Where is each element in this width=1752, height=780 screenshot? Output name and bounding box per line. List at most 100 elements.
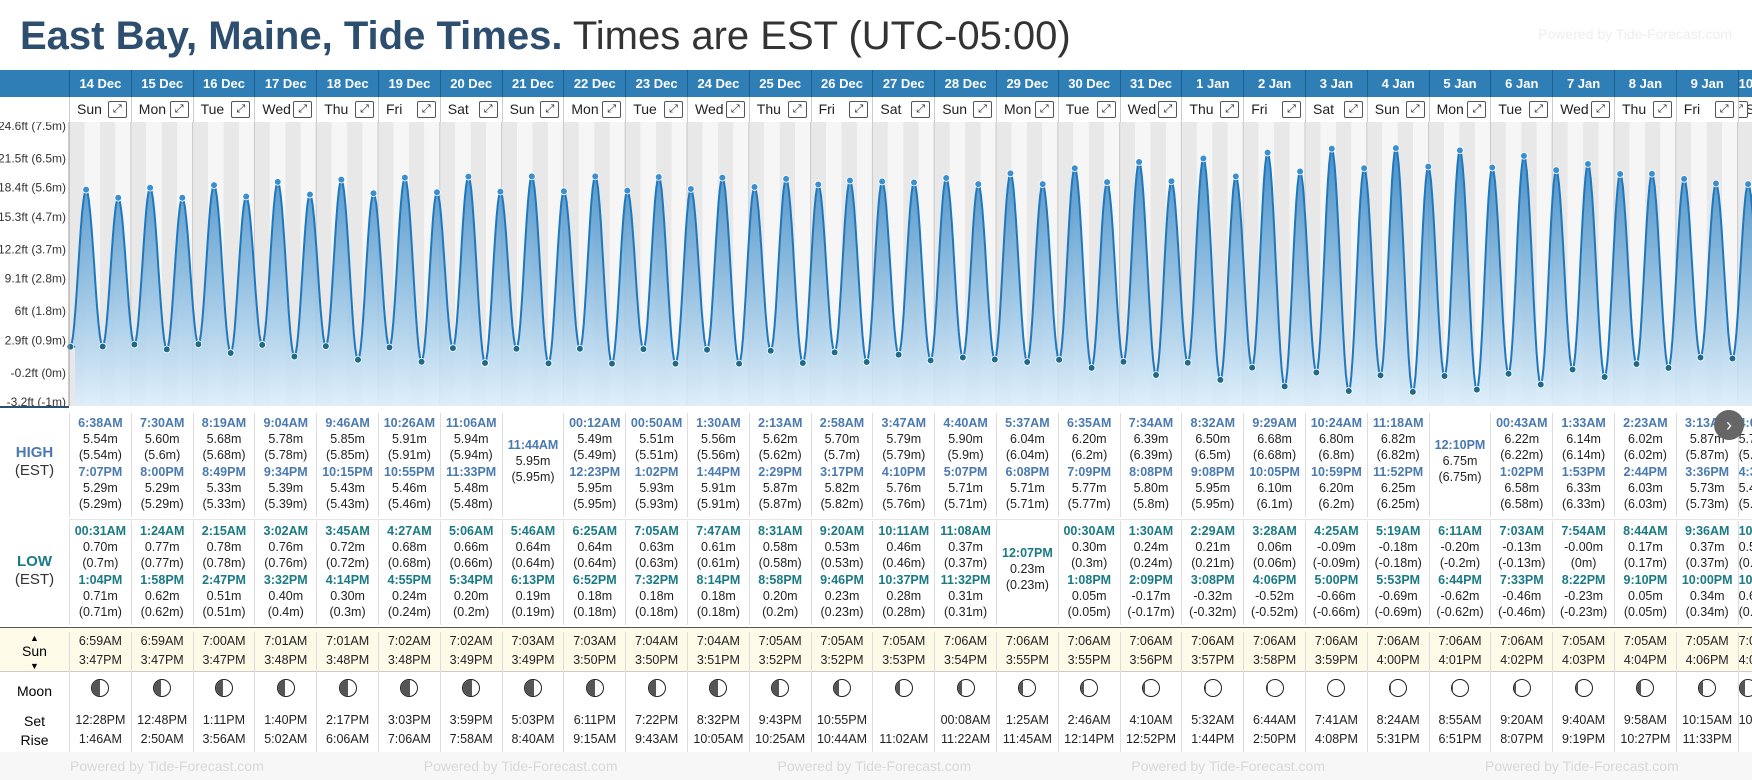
high-tide-point[interactable] [528,172,536,181]
expand-icon[interactable]: ⤢ [293,101,313,118]
high-tide-point[interactable] [782,175,790,183]
low-tide-point[interactable] [1600,373,1609,381]
expand-icon[interactable]: ⤢ [602,101,622,118]
expand-icon[interactable]: ⤢ [1467,101,1487,118]
low-tide-point[interactable] [1664,364,1673,372]
high-tide-point[interactable] [1648,169,1656,178]
low-tide-point[interactable] [481,359,489,367]
expand-icon[interactable]: ⤢ [1405,101,1425,118]
high-tide-point[interactable] [1520,152,1528,160]
high-tide-point[interactable] [1199,154,1208,163]
low-tide-point[interactable] [1504,369,1513,378]
high-tide-point[interactable] [1038,180,1047,188]
low-tide-point[interactable] [1440,372,1449,380]
low-tide-point[interactable] [798,359,807,367]
expand-icon[interactable]: ⤢ [911,101,931,118]
expand-icon[interactable]: ⤢ [1738,101,1748,118]
low-tide-point[interactable] [959,353,967,362]
expand-icon[interactable]: ⤢ [416,101,436,118]
high-tide-point[interactable] [146,183,154,192]
high-tide-point[interactable] [242,192,251,201]
expand-icon[interactable]: ⤢ [1590,101,1610,118]
expand-icon[interactable]: ⤢ [107,101,127,118]
low-tide-point[interactable] [1536,380,1545,389]
low-tide-point[interactable] [1696,353,1705,362]
high-tide-point[interactable] [1296,167,1304,176]
high-tide-point[interactable] [369,189,378,198]
high-tide-point[interactable] [974,180,983,188]
low-tide-point[interactable] [1473,385,1481,394]
expand-icon[interactable]: ⤢ [1714,101,1734,118]
high-tide-point[interactable] [337,175,346,184]
expand-icon[interactable]: ⤢ [231,101,251,118]
high-tide-point[interactable] [814,180,823,189]
low-tide-point[interactable] [1344,387,1353,395]
high-tide-point[interactable] [401,173,409,182]
high-tide-point[interactable] [1006,169,1015,178]
high-tide-point[interactable] [1232,172,1240,181]
high-tide-point[interactable] [687,185,695,193]
low-tide-point[interactable] [290,352,299,361]
low-tide-point[interactable] [894,350,903,359]
low-tide-point[interactable] [258,341,267,349]
high-tide-point[interactable] [464,172,473,181]
low-tide-point[interactable] [1087,364,1096,372]
expand-icon[interactable]: ⤢ [1158,101,1178,118]
low-tide-point[interactable] [322,342,330,350]
low-tide-point[interactable] [1568,365,1577,374]
expand-icon[interactable]: ⤢ [849,101,869,118]
high-tide-point[interactable] [1712,179,1720,188]
low-tide-point[interactable] [417,357,426,366]
high-tide-point[interactable] [1584,160,1592,168]
high-tide-point[interactable] [623,186,632,195]
low-tide-point[interactable] [990,355,999,364]
expand-icon[interactable]: ⤢ [540,101,560,118]
high-tide-point[interactable] [1488,163,1497,172]
high-tide-point[interactable] [1263,148,1272,157]
high-tide-point[interactable] [273,178,282,186]
expand-icon[interactable]: ⤢ [1096,101,1116,118]
expand-icon[interactable]: ⤢ [354,101,374,118]
low-tide-point[interactable] [1376,371,1385,380]
high-tide-point[interactable] [560,187,568,196]
scroll-right-button[interactable]: › [1714,410,1744,440]
high-tide-point[interactable] [82,185,90,194]
high-tide-point[interactable] [718,173,727,182]
low-tide-point[interactable] [608,359,616,368]
high-tide-point[interactable] [114,193,123,202]
high-tide-point[interactable] [846,176,854,185]
high-tide-point[interactable] [433,188,441,197]
low-tide-point[interactable] [449,344,457,352]
high-tide-point[interactable] [1424,162,1433,171]
low-tide-point[interactable] [576,344,584,353]
high-tide-point[interactable] [750,183,759,191]
low-tide-point[interactable] [926,356,935,365]
low-tide-point[interactable] [703,345,711,354]
low-tide-point[interactable] [1183,358,1192,367]
low-tide-point[interactable] [1632,360,1641,368]
high-tide-point[interactable] [1167,177,1176,185]
low-tide-point[interactable] [162,345,171,354]
low-tide-point[interactable] [1023,358,1032,366]
high-tide-point[interactable] [654,173,663,181]
low-tide-point[interactable] [1728,354,1737,363]
low-tide-point[interactable] [735,359,743,368]
low-tide-point[interactable] [1216,376,1225,384]
low-tide-point[interactable] [830,348,839,357]
low-tide-point[interactable] [1119,357,1128,366]
high-tide-point[interactable] [178,193,187,202]
expand-icon[interactable]: ⤢ [169,101,189,118]
low-tide-point[interactable] [639,345,648,353]
low-tide-point[interactable] [354,355,362,364]
low-tide-point[interactable] [66,343,75,351]
low-tide-point[interactable] [1248,363,1256,372]
high-tide-point[interactable] [1327,144,1336,153]
low-tide-point[interactable] [98,342,107,351]
expand-icon[interactable]: ⤢ [1034,101,1054,118]
high-tide-point[interactable] [306,190,314,199]
low-tide-point[interactable] [1280,382,1289,391]
low-tide-point[interactable] [512,344,521,353]
high-tide-point[interactable] [942,174,951,182]
low-tide-point[interactable] [130,340,139,349]
expand-icon[interactable]: ⤢ [725,101,745,118]
